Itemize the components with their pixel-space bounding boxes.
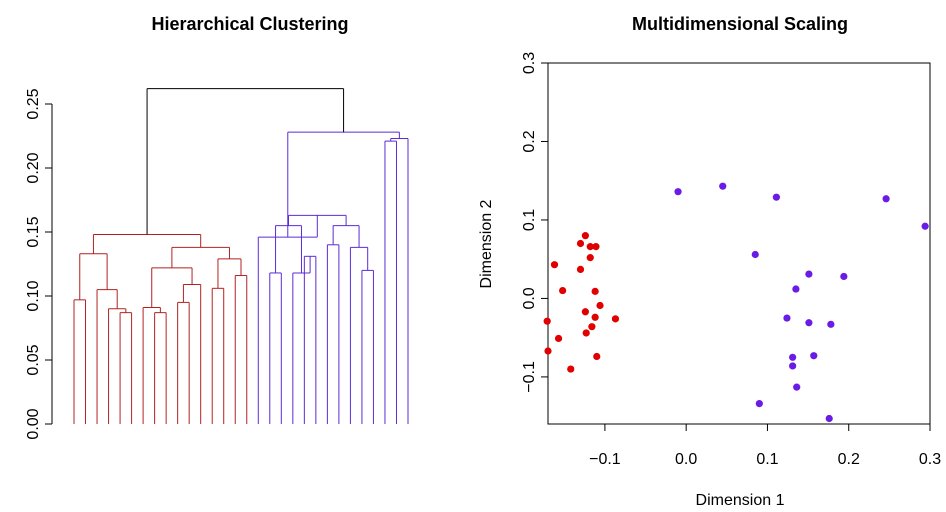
mds-point-red bbox=[550, 261, 559, 269]
mds-point-red bbox=[554, 334, 563, 343]
dendrogram-y-tick-label: 0.05 bbox=[25, 344, 42, 375]
mds-point-blue bbox=[793, 383, 801, 391]
mds-plot-box bbox=[547, 62, 931, 425]
mds-point-red bbox=[586, 243, 594, 251]
mds-point-blue bbox=[921, 222, 929, 230]
mds-point-red bbox=[544, 347, 552, 355]
dendrogram-y-tick-label: 0.15 bbox=[25, 216, 42, 247]
mds-point-red bbox=[593, 352, 601, 361]
dendrogram-y-tick-label: 0.20 bbox=[25, 152, 42, 183]
dendrogram-tree bbox=[73, 88, 409, 424]
mds-x-tick-label: −0.1 bbox=[589, 451, 621, 468]
dendrogram-y-axis: 0.00 0.05 0.10 0.15 0.20 0.25 bbox=[25, 88, 53, 440]
mds-point-blue bbox=[792, 285, 800, 293]
dendrogram-title: Hierarchical Clustering bbox=[151, 14, 348, 34]
mds-title: Multidimensional Scaling bbox=[632, 14, 848, 34]
mds-y-tick-label: 0.2 bbox=[521, 130, 538, 152]
mds-point-blue bbox=[719, 182, 727, 190]
mds-point-blue bbox=[789, 362, 797, 370]
mds-point-blue bbox=[805, 319, 813, 327]
mds-x-axis-label: Dimension 1 bbox=[696, 492, 785, 509]
mds-y-tick-label: 0.1 bbox=[521, 209, 538, 231]
mds-point-blue bbox=[772, 193, 780, 201]
mds-x-tick-label: 0.3 bbox=[919, 451, 941, 468]
dendrogram-y-tick-label: 0.00 bbox=[25, 408, 42, 439]
mds-point-blue bbox=[825, 414, 833, 423]
mds-points bbox=[543, 182, 929, 423]
dendrogram-y-tick-label: 0.25 bbox=[25, 88, 42, 119]
mds-point-blue bbox=[783, 314, 791, 322]
mds-point-red bbox=[559, 286, 567, 295]
mds-y-axis-label: Dimension 2 bbox=[478, 199, 495, 288]
mds-point-red bbox=[596, 301, 604, 310]
mds-point-blue bbox=[751, 250, 759, 259]
mds-point-red bbox=[582, 329, 590, 337]
mds-axes: −0.1 0.0 0.1 0.2 0.3 −0.1 0.0 0.1 0.2 0.3 bbox=[521, 52, 941, 468]
mds-point-red bbox=[576, 239, 585, 248]
mds-point-red bbox=[591, 313, 599, 321]
mds-point-red bbox=[567, 365, 575, 373]
mds-point-red bbox=[588, 323, 596, 331]
mds-x-tick-label: 0.0 bbox=[675, 451, 697, 468]
mds-y-tick-label: 0.3 bbox=[521, 52, 538, 74]
mds-y-tick-label: 0.0 bbox=[521, 287, 538, 309]
mds-point-red bbox=[543, 317, 551, 325]
mds-point-blue bbox=[827, 320, 835, 328]
mds-point-red bbox=[611, 315, 620, 323]
mds-point-red bbox=[586, 254, 594, 262]
mds-point-blue bbox=[810, 352, 818, 360]
mds-y-tick-label: −0.1 bbox=[521, 361, 538, 393]
mds-point-red bbox=[591, 287, 599, 295]
mds-point-red bbox=[581, 308, 589, 316]
mds-point-blue bbox=[840, 272, 848, 281]
mds-point-blue bbox=[882, 195, 890, 203]
dendrogram-y-tick-label: 0.10 bbox=[25, 280, 42, 311]
mds-point-blue bbox=[805, 270, 813, 278]
mds-x-tick-label: 0.2 bbox=[838, 451, 860, 468]
mds-point-blue bbox=[674, 188, 682, 196]
mds-x-tick-label: 0.1 bbox=[756, 451, 778, 468]
mds-point-red bbox=[576, 265, 585, 273]
mds-point-red bbox=[592, 243, 600, 251]
mds-point-red bbox=[581, 232, 589, 240]
mds-point-blue bbox=[789, 353, 797, 361]
mds-point-blue bbox=[755, 399, 763, 408]
